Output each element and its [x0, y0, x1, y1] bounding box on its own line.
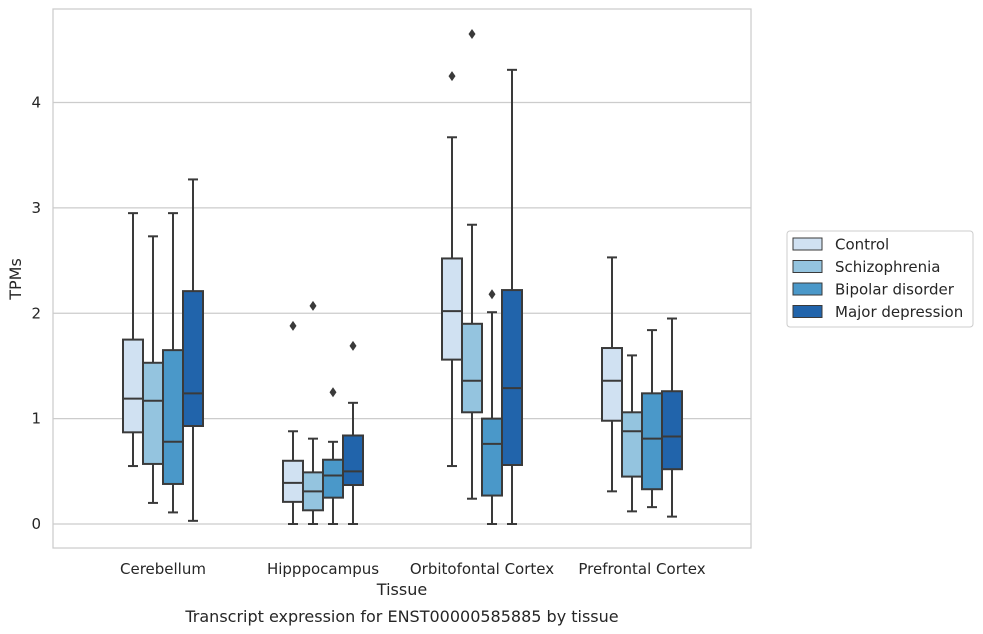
box-iqr: [501, 289, 523, 466]
outlier-point: [488, 289, 496, 300]
x-axis-label: Tissue: [376, 580, 427, 599]
plot-frame: [52, 8, 752, 549]
legend-label: Control: [835, 236, 889, 254]
box-3-0: [601, 256, 623, 493]
x-tick-label: Prefrontal Cortex: [578, 560, 705, 578]
box-1-3: [342, 340, 364, 525]
box-2-0: [441, 71, 463, 468]
box-iqr: [481, 417, 503, 497]
y-tick-label: 4: [31, 94, 41, 112]
legend-label: Major depression: [835, 303, 963, 321]
box-iqr: [342, 434, 364, 487]
box-iqr: [182, 290, 204, 428]
box-1-2: [322, 387, 344, 525]
y-axis-label: TPMs: [6, 258, 25, 301]
box-iqr: [322, 458, 344, 499]
box-2-3: [501, 68, 523, 525]
box-iqr: [621, 411, 643, 478]
outlier-point: [448, 71, 456, 82]
box-iqr: [441, 257, 463, 361]
legend: Control Schizophrenia Bipolar disorder Majo…: [786, 230, 974, 328]
box-iqr: [122, 338, 144, 434]
x-tick-label: Cerebellum: [120, 560, 206, 578]
legend-swatch: [792, 282, 823, 296]
box-groups: [122, 29, 683, 525]
x-tick-label: Hipppocampus: [267, 560, 379, 578]
legend-swatch: [792, 305, 823, 318]
outlier-point: [309, 300, 317, 311]
box-iqr: [282, 459, 304, 503]
y-tick-label: 0: [31, 515, 41, 533]
x-tick-labels: Cerebellum Hipppocampus Orbitofontal Corte…: [120, 560, 706, 578]
box-1-0: [282, 320, 304, 525]
y-tick-labels: 0 1 2 3 4: [31, 94, 41, 534]
x-tick-label: Orbitofontal Cortex: [410, 560, 554, 578]
box-0-3: [182, 178, 204, 522]
outlier-point: [329, 387, 337, 398]
legend-label: Bipolar disorder: [835, 281, 955, 299]
box-iqr: [162, 349, 184, 485]
y-tick-label: 1: [31, 410, 41, 428]
box-iqr: [142, 361, 164, 465]
box-2-1: [461, 29, 483, 500]
box-2-2: [481, 289, 503, 525]
legend-label: Schizophrenia: [835, 258, 940, 276]
box-iqr: [641, 392, 663, 491]
legend-entries: Control Schizophrenia Bipolar disorder Majo…: [792, 236, 963, 321]
y-tick-label: 3: [31, 199, 41, 217]
y-tick-label: 2: [31, 304, 41, 322]
legend-swatch: [792, 237, 823, 251]
box-iqr: [461, 322, 483, 414]
chart-caption: Transcript expression for ENST0000058588…: [184, 607, 618, 626]
outlier-point: [289, 320, 297, 331]
outlier-point: [468, 29, 476, 40]
box-0-0: [122, 212, 144, 468]
legend-frame: [786, 230, 974, 328]
box-iqr: [601, 347, 623, 422]
box-3-3: [661, 317, 683, 518]
outlier-point: [349, 340, 357, 351]
legend-swatch: [792, 260, 823, 273]
box-iqr: [661, 390, 683, 471]
